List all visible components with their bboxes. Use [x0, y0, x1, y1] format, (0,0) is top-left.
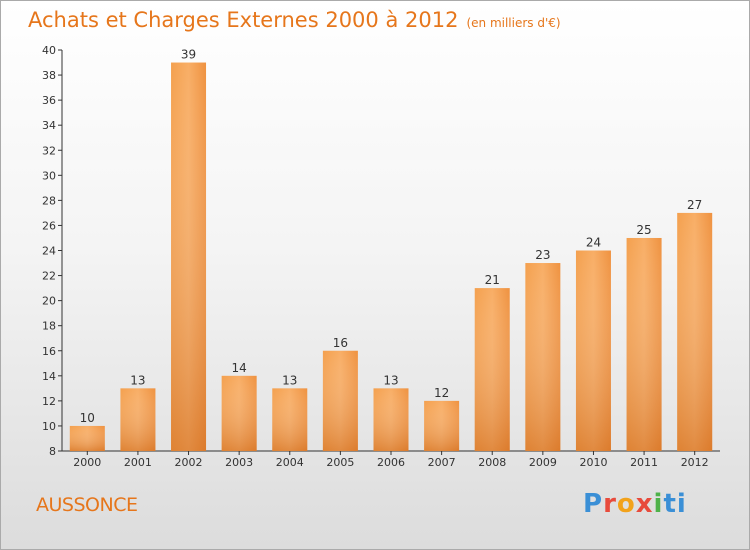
data-label: 10 — [80, 411, 95, 425]
bar — [323, 351, 358, 451]
bar-shade — [272, 388, 307, 451]
logo-letter: ti — [663, 489, 686, 519]
y-tick-label: 26 — [42, 219, 56, 232]
bar-shade — [677, 213, 712, 451]
bar-shade — [171, 63, 206, 451]
y-tick-label: 38 — [42, 69, 56, 82]
x-tick-label: 2006 — [377, 456, 405, 469]
bar-shade — [323, 351, 358, 451]
bar — [171, 63, 206, 451]
data-label: 13 — [383, 373, 398, 387]
data-label: 13 — [282, 373, 297, 387]
y-tick-label: 30 — [42, 169, 56, 182]
bar — [424, 401, 459, 451]
bar — [222, 376, 257, 451]
y-tick-label: 40 — [42, 44, 56, 57]
y-tick-label: 34 — [42, 119, 56, 132]
data-label: 27 — [687, 198, 702, 212]
y-tick-label: 22 — [42, 270, 56, 283]
data-label: 13 — [130, 373, 145, 387]
y-tick-label: 14 — [42, 370, 56, 383]
x-tick-label: 2009 — [529, 456, 557, 469]
y-tick-label: 18 — [42, 320, 56, 333]
bar — [272, 388, 307, 451]
x-tick-label: 2010 — [579, 456, 607, 469]
bar-shade — [424, 401, 459, 451]
data-label: 25 — [636, 223, 651, 237]
y-tick-label: 28 — [42, 194, 56, 207]
y-tick-label: 20 — [42, 295, 56, 308]
data-label: 16 — [333, 336, 348, 350]
data-label: 23 — [535, 248, 550, 262]
x-tick-label: 2003 — [225, 456, 253, 469]
x-tick-label: 2004 — [276, 456, 304, 469]
bar-shade — [576, 251, 611, 452]
bar — [627, 238, 662, 451]
x-tick-label: 2005 — [326, 456, 354, 469]
bar-shade — [374, 388, 409, 451]
bar-shade — [627, 238, 662, 451]
bar — [525, 263, 560, 451]
x-tick-label: 2002 — [175, 456, 203, 469]
logo-letter: o — [617, 489, 636, 519]
data-label: 14 — [232, 361, 247, 375]
bar-shade — [70, 426, 105, 451]
data-label: 12 — [434, 386, 449, 400]
bar-shade — [475, 288, 510, 451]
bar-shade — [222, 376, 257, 451]
x-tick-label: 2007 — [428, 456, 456, 469]
y-tick-label: 16 — [42, 345, 56, 358]
bar — [120, 388, 155, 451]
proxiti-logo: Proxiti — [583, 489, 687, 519]
x-tick-label: 2011 — [630, 456, 658, 469]
bar — [475, 288, 510, 451]
data-label: 21 — [485, 273, 500, 287]
y-tick-label: 8 — [49, 445, 56, 458]
y-tick-label: 12 — [42, 395, 56, 408]
x-tick-label: 2001 — [124, 456, 152, 469]
data-label: 39 — [181, 48, 196, 62]
bar — [374, 388, 409, 451]
x-tick-label: 2000 — [73, 456, 101, 469]
logo-letter: i — [654, 489, 664, 519]
bar-chart: 8 10 12 14 16 18 20 22 24 26 28 30 32 34 36 38 40 2000 200… — [0, 0, 750, 550]
y-tick-label: 32 — [42, 144, 56, 157]
bars — [70, 63, 712, 451]
y-tick-label: 24 — [42, 245, 56, 258]
bar — [576, 251, 611, 452]
logo-letter: x — [636, 489, 654, 519]
bar — [70, 426, 105, 451]
y-tick-label: 36 — [42, 94, 56, 107]
data-label: 24 — [586, 236, 601, 250]
x-tick-label: 2008 — [478, 456, 506, 469]
logo-letter: r — [603, 489, 617, 519]
bar-shade — [525, 263, 560, 451]
bar — [677, 213, 712, 451]
logo-letter: P — [583, 489, 603, 519]
place-name: AUSSONCE — [36, 494, 137, 516]
y-tick-label: 10 — [42, 420, 56, 433]
x-tick-label: 2012 — [681, 456, 709, 469]
bar-shade — [120, 388, 155, 451]
